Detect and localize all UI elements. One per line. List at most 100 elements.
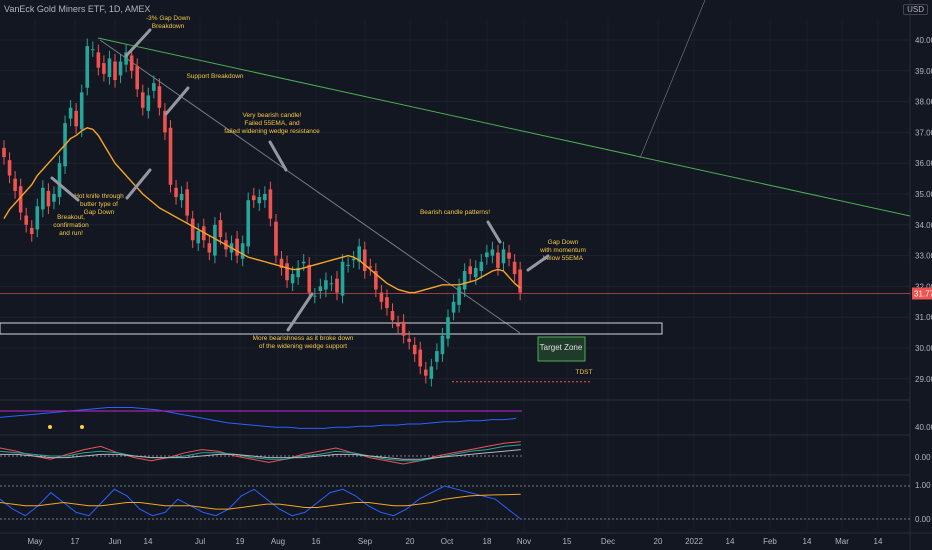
candle-body <box>512 261 517 275</box>
candle-body <box>118 61 123 76</box>
candle-body <box>501 249 506 264</box>
time-tick-label: May <box>27 537 42 546</box>
ema-55-line <box>3 127 521 294</box>
time-tick-label: 14 <box>144 537 153 546</box>
candle-body <box>68 107 73 119</box>
annotation-arrow <box>286 292 314 332</box>
candle-body <box>290 274 295 284</box>
time-tick-label: 20 <box>654 537 663 546</box>
candle-body <box>196 230 201 244</box>
candle-body <box>129 55 134 71</box>
price-tick-label: 38.00 <box>915 98 932 107</box>
candle-body <box>113 61 117 81</box>
time-tick-label: Nov <box>517 537 531 546</box>
annotation-text: below 55EMA <box>543 255 584 262</box>
candle-body <box>18 186 23 213</box>
price-tick-label: 39.00 <box>915 67 932 76</box>
candle-body <box>174 187 178 198</box>
candle-body <box>163 110 167 133</box>
time-tick-label: Sep <box>358 537 373 546</box>
candle-body <box>429 366 434 379</box>
candle-body <box>340 261 345 296</box>
candle-body <box>124 52 128 65</box>
candle-body <box>351 258 356 261</box>
last-price-label: 31.77 <box>914 289 932 298</box>
candle-body <box>418 349 423 367</box>
candle-body <box>301 261 306 264</box>
target-zone-band <box>0 322 663 335</box>
annotation-arrow <box>164 86 190 116</box>
candle-body <box>268 189 273 219</box>
time-tick-label: 14 <box>874 537 883 546</box>
annotation-text: Target Zone <box>540 343 583 352</box>
candle-body <box>468 266 472 275</box>
candle-body <box>335 278 339 293</box>
candle-body <box>102 63 106 74</box>
candle-body <box>213 224 217 256</box>
candle-body <box>473 267 478 278</box>
candle-body <box>490 249 495 256</box>
annotation-text: Very bearish candle! <box>243 112 302 119</box>
candle-body <box>368 266 373 268</box>
annotation-text: Hot knife through <box>74 193 124 200</box>
candle-body <box>135 66 139 90</box>
time-tick-label: Aug <box>271 537 285 546</box>
annotation-text: Failed 55EMA, and <box>244 120 300 127</box>
indicator-line <box>0 449 521 460</box>
indicator-line <box>0 485 522 520</box>
candle-body <box>346 264 350 266</box>
time-tick-label: Mar <box>835 537 849 546</box>
currency-badge[interactable]: USD <box>903 4 928 15</box>
price-tick-label: 30.00 <box>915 344 932 353</box>
annotation-arrow <box>526 254 550 272</box>
annotation-text: Gap Down <box>548 239 579 246</box>
price-tick-label: 33.00 <box>915 252 932 261</box>
candle-body <box>451 301 456 313</box>
price-tick-label: 37.00 <box>915 128 932 137</box>
annotation-arrow <box>124 28 152 58</box>
candle-body <box>207 243 212 253</box>
candle-body <box>74 110 78 127</box>
price-tick-label: 36.00 <box>915 159 932 168</box>
candle-body <box>407 338 411 342</box>
candle-body <box>401 321 406 336</box>
annotation-arrow <box>268 140 288 172</box>
indicator-dot <box>80 425 84 429</box>
candle-body <box>185 189 189 216</box>
candle-body <box>57 163 62 198</box>
candle-body <box>462 271 467 290</box>
candle-body <box>29 227 34 235</box>
price-tick-label: 32.00 <box>915 282 932 291</box>
candle-body <box>168 127 173 185</box>
annotation-text: TDST <box>576 369 593 376</box>
last-price-badge <box>912 287 932 300</box>
indicator-line <box>0 407 517 429</box>
time-tick-label: 20 <box>406 537 415 546</box>
price-tick-label: 31.00 <box>915 313 932 322</box>
candle-body <box>329 283 334 285</box>
annotation-text: confirmation <box>53 222 89 229</box>
candle-body <box>362 249 367 271</box>
indicator-dot <box>48 425 52 429</box>
candle-body <box>313 295 317 297</box>
candle-body <box>79 92 84 130</box>
annotation-arrow <box>486 220 502 244</box>
time-tick-label: 19 <box>236 537 245 546</box>
candle-body <box>296 267 300 278</box>
price-tick-label: 29.00 <box>915 375 932 384</box>
candle-body <box>46 190 51 207</box>
indicator-tick-label: 1.00 <box>915 481 931 490</box>
time-tick-label: 2022 <box>685 537 703 546</box>
candle-body <box>279 258 284 268</box>
candle-body <box>485 252 489 258</box>
wedge-line-upper <box>639 0 706 159</box>
candle-body <box>435 351 439 362</box>
time-tick-label: 14 <box>726 537 735 546</box>
candle-body <box>13 178 17 191</box>
chart-title: VanEck Gold Miners ETF, 1D, AMEX <box>4 4 151 14</box>
candle-body <box>107 58 112 77</box>
time-tick-label: Feb <box>763 537 777 546</box>
candle-body <box>390 311 395 321</box>
candle-body <box>24 215 28 225</box>
